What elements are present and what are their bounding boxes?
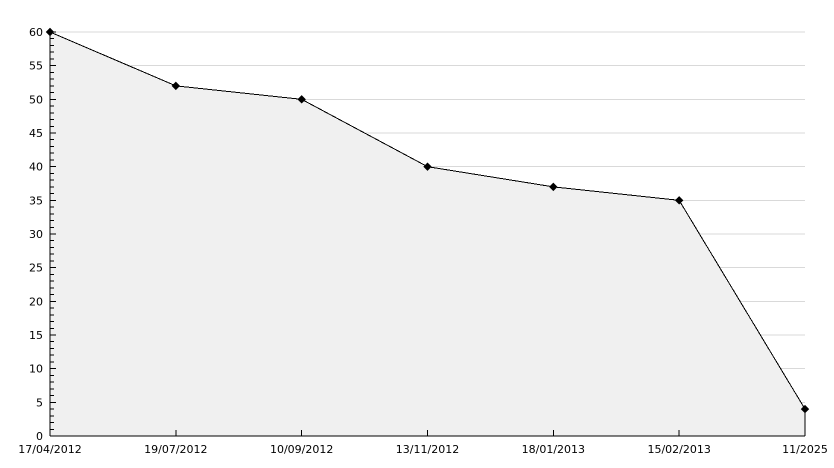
y-axis-label: 50 <box>29 93 43 106</box>
data-point-marker <box>297 95 306 104</box>
y-axis-label: 0 <box>36 430 43 443</box>
x-axis-label: 13/11/2012 <box>396 443 459 456</box>
y-axis-label: 5 <box>36 396 43 409</box>
x-axis-label: 15/02/2013 <box>647 443 710 456</box>
y-axis-label: 30 <box>29 228 43 241</box>
data-point-marker <box>171 81 181 91</box>
y-axis-label: 35 <box>29 194 43 207</box>
y-axis-label: 10 <box>29 363 43 376</box>
data-point-marker <box>674 196 684 205</box>
y-axis-label: 55 <box>29 60 43 73</box>
area-fill <box>50 32 805 436</box>
y-axis-label: 40 <box>29 161 43 174</box>
y-axis-label: 20 <box>29 295 43 308</box>
x-axis-label: 18/01/2013 <box>522 443 585 456</box>
y-axis-label: 15 <box>29 329 43 342</box>
y-axis-label: 60 <box>29 26 43 39</box>
x-axis-label: 17/04/2012 <box>18 443 81 456</box>
y-axis-label: 25 <box>29 262 43 275</box>
x-axis-label: 10/09/2012 <box>270 443 333 456</box>
data-point-marker <box>423 162 432 171</box>
y-axis-label: 45 <box>29 127 43 140</box>
data-point-marker <box>800 404 810 414</box>
data-line <box>49 31 806 436</box>
x-axis-label: 19/07/2012 <box>144 443 207 456</box>
data-point-marker <box>549 182 558 192</box>
x-axis-label: 11/2025 <box>782 443 828 456</box>
